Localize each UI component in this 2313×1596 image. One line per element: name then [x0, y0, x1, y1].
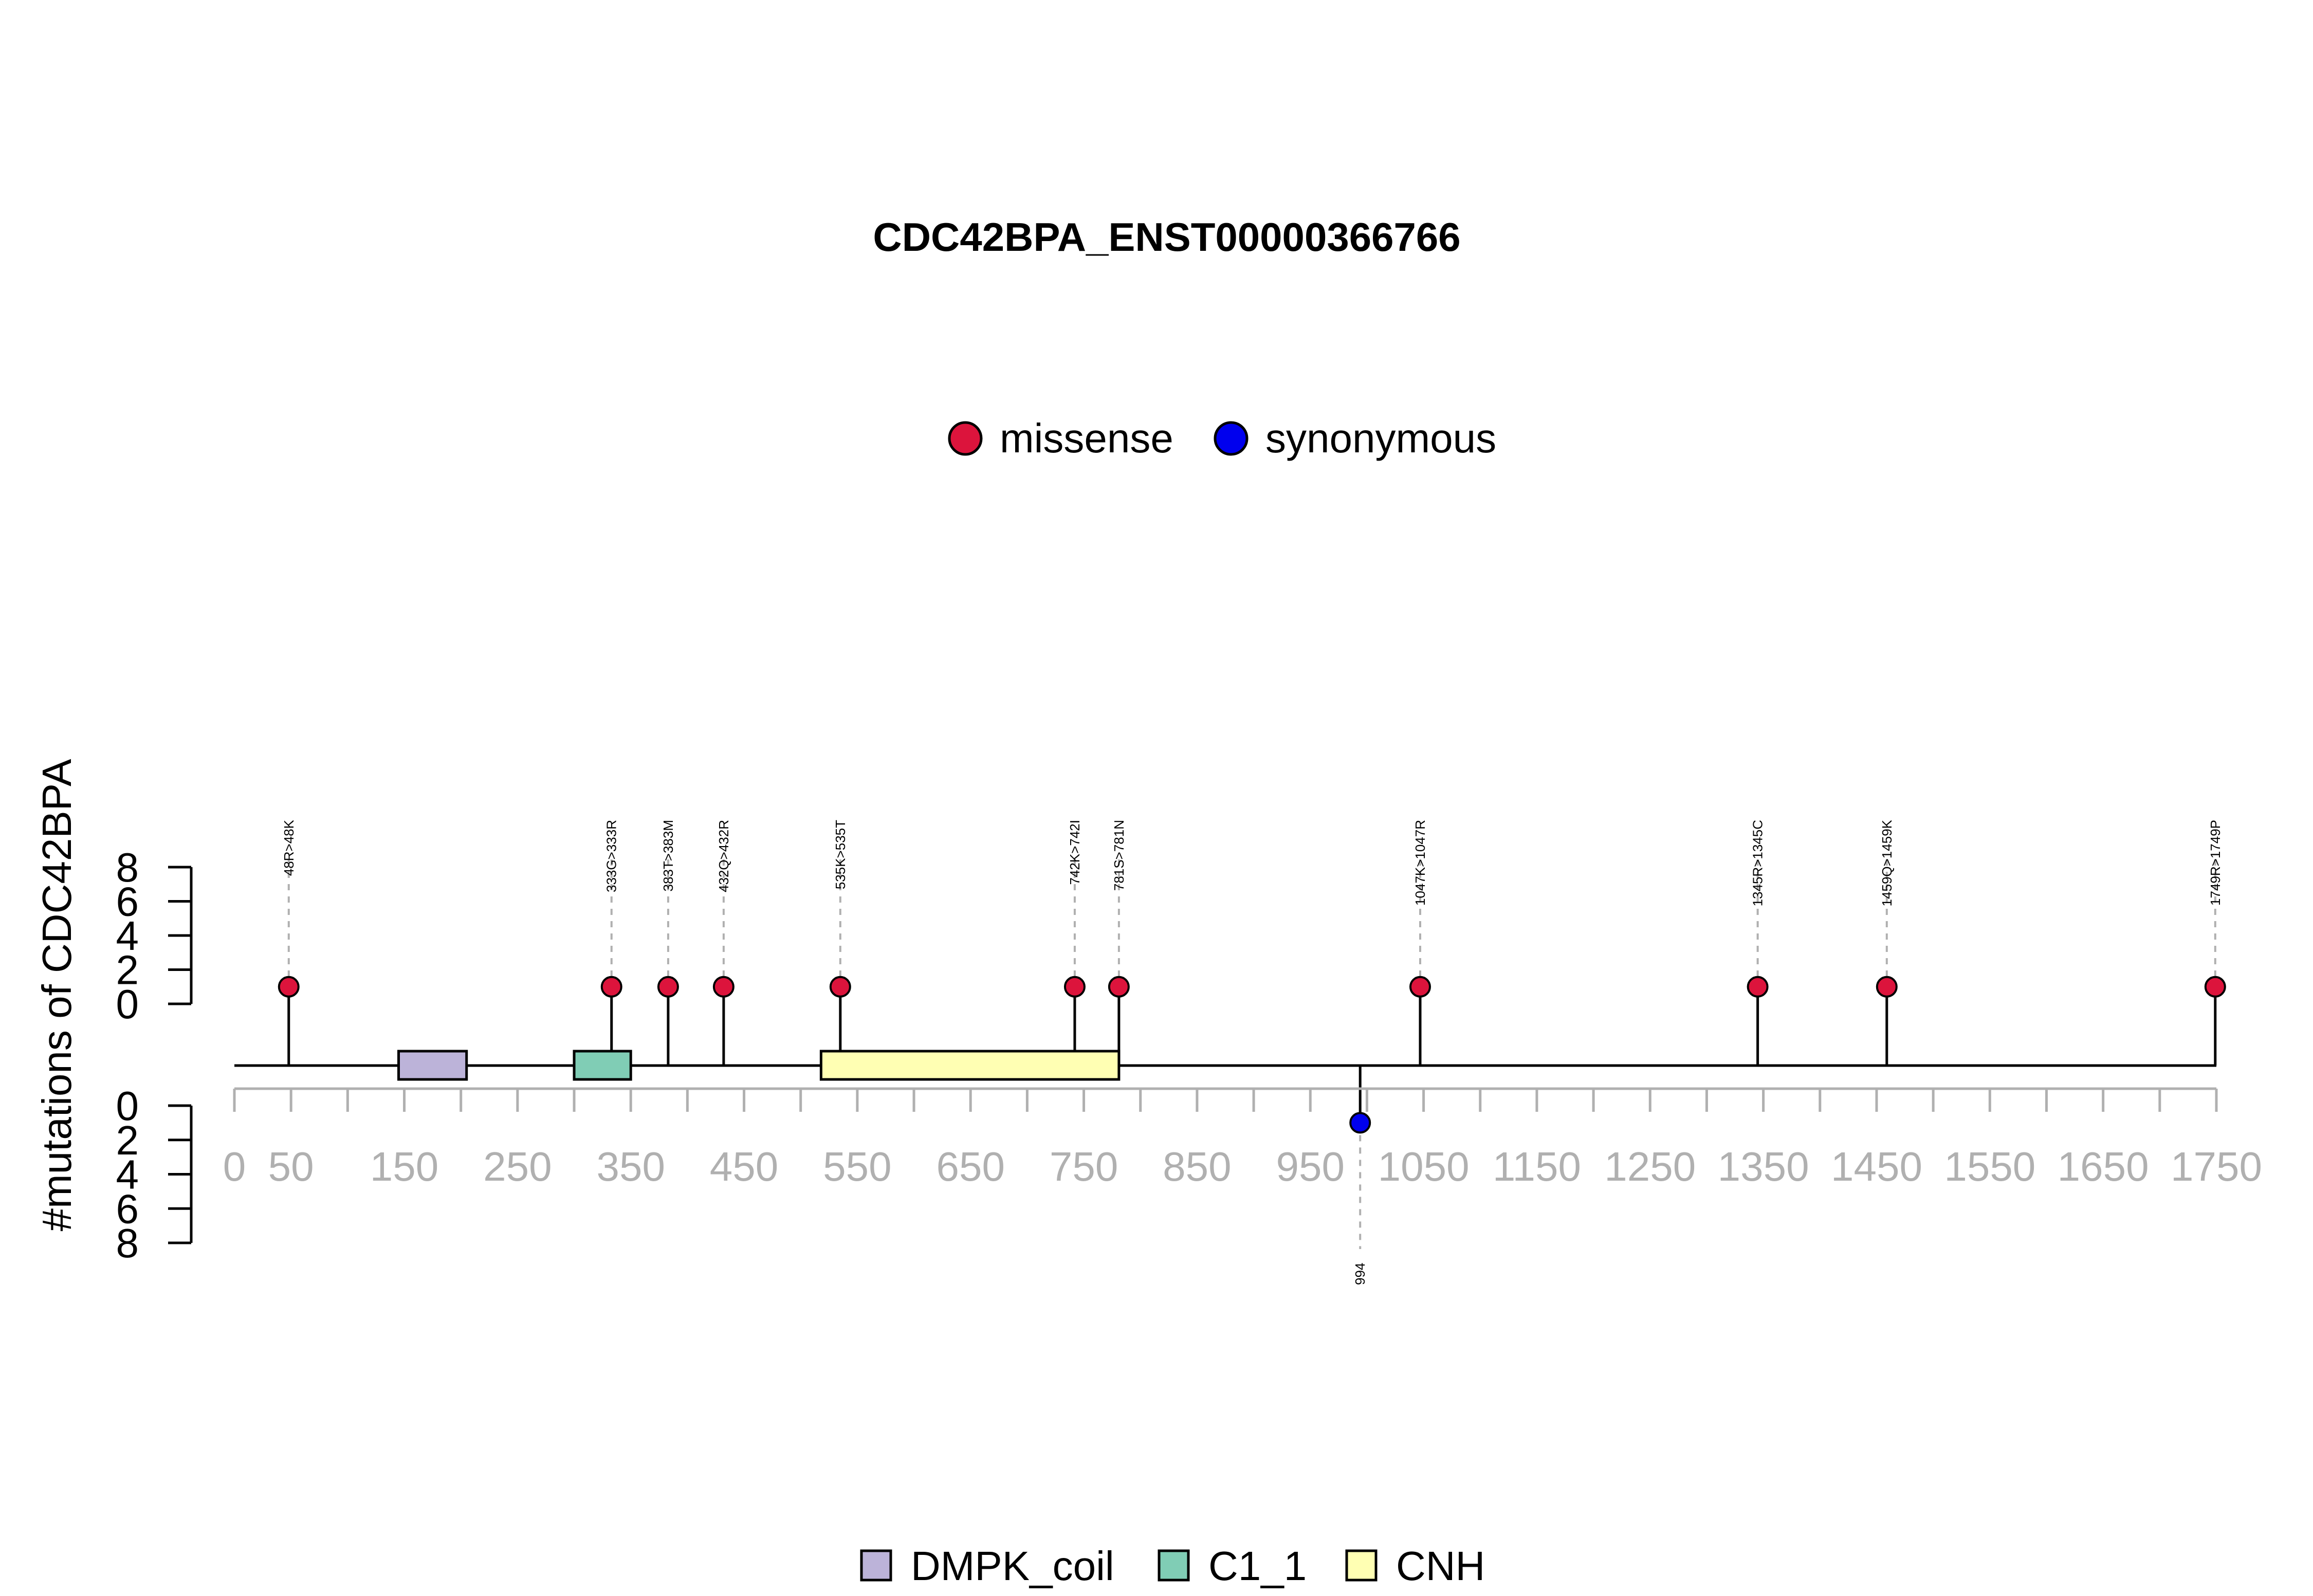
legend-label-dmpk-coil: DMPK_coil — [911, 1543, 1114, 1589]
mutation-legend: missense synonymous — [948, 415, 1496, 461]
mutation-label-742: 742K>742I — [1067, 820, 1082, 885]
x-tick-label-1650: 1650 — [2058, 1144, 2149, 1189]
mutation-point-383 — [657, 976, 679, 998]
legend-label-synonymous: synonymous — [1265, 415, 1496, 461]
x-tick-label-850: 850 — [1163, 1144, 1231, 1189]
legend-marker-missense — [948, 421, 983, 456]
x-tick-label-350: 350 — [596, 1144, 665, 1189]
legend-marker-synonymous — [1214, 421, 1249, 456]
mutation-label-1459: 1459Q>1459K — [1879, 819, 1895, 906]
y-tick-label-lower-6: 6 — [116, 1186, 139, 1232]
mutation-label-1749: 1749R>1749P — [2208, 820, 2223, 906]
mutation-label-535: 535K>535T — [833, 820, 848, 889]
mutation-point-48 — [278, 976, 300, 998]
x-tick-label-450: 450 — [710, 1144, 778, 1189]
legend-label-cnh: CNH — [1396, 1543, 1485, 1589]
y-tick-label-upper-8: 8 — [116, 845, 139, 890]
mutation-label-48: 48R>48K — [281, 819, 297, 876]
mutation-label-333: 333G>333R — [604, 820, 619, 892]
domain-cnh — [819, 1050, 1121, 1081]
y-tick-label-upper-4: 4 — [116, 913, 139, 959]
x-tick-label-750: 750 — [1050, 1144, 1118, 1189]
mutation-label-432: 432Q>432R — [716, 820, 731, 892]
domain-c1-1 — [573, 1050, 632, 1081]
mutation-point-1459 — [1876, 976, 1898, 998]
mutation-label-781: 781S>781N — [1111, 820, 1127, 891]
x-tick-label-150: 150 — [370, 1144, 438, 1189]
x-tick-label-1050: 1050 — [1378, 1144, 1470, 1189]
x-tick-label-1150: 1150 — [1493, 1144, 1581, 1189]
mutation-label-1345: 1345R>1345C — [1750, 820, 1766, 906]
legend-label-missense: missense — [1000, 415, 1173, 461]
legend-swatch-cnh — [1345, 1549, 1378, 1582]
x-tick-label-1350: 1350 — [1718, 1144, 1809, 1189]
x-tick-label-0: 0 — [223, 1144, 246, 1189]
y-tick-label-upper-6: 6 — [116, 879, 139, 925]
mutation-label-383: 383T>383M — [660, 820, 676, 891]
mutation-points — [278, 976, 2226, 1134]
mutation-point-1345 — [1747, 976, 1769, 998]
mutation-point-994 — [1349, 1112, 1371, 1134]
mutation-point-742 — [1063, 976, 1086, 998]
x-tick-label-250: 250 — [483, 1144, 552, 1189]
mutation-point-781 — [1108, 976, 1130, 998]
y-tick-label-lower-0: 0 — [116, 1083, 139, 1129]
y-tick-label-lower-2: 2 — [116, 1117, 139, 1163]
mutation-labels: 48R>48K 333G>333R 383T>383M 432Q>432R 535K>5… — [281, 819, 2223, 1285]
mutation-point-535 — [829, 976, 851, 998]
x-tick-label-50: 50 — [268, 1144, 314, 1189]
x-tick-label-550: 550 — [823, 1144, 891, 1189]
mutation-point-1047 — [1409, 976, 1431, 998]
y-axis-label: #mutations of CDC42BPA — [34, 759, 80, 1232]
y-tick-label-lower-8: 8 — [116, 1220, 139, 1266]
mutation-label-994: 994 — [1352, 1263, 1368, 1285]
chart-title: CDC42BPA_ENST00000366766 — [873, 214, 1460, 260]
y-tick-label-upper-0: 0 — [116, 981, 139, 1027]
legend-swatch-c1-1 — [1158, 1549, 1190, 1582]
domain-legend: DMPK_coil C1_1 CNH — [860, 1543, 1485, 1589]
mutation-point-432 — [712, 976, 735, 998]
x-tick-label-1550: 1550 — [1944, 1144, 2035, 1189]
legend-swatch-dmpk-coil — [860, 1549, 892, 1582]
domain-dmpk-coil — [397, 1050, 468, 1081]
mutation-guide-lines — [287, 859, 2216, 1249]
y-tick-label-upper-2: 2 — [116, 947, 139, 993]
mutation-label-1047: 1047K>1047R — [1412, 820, 1428, 906]
x-tick-label-1450: 1450 — [1831, 1144, 1922, 1189]
x-tick-label-1750: 1750 — [2171, 1144, 2262, 1189]
y-tick-label-lower-4: 4 — [116, 1152, 139, 1198]
x-axis: 0 50 150 250 350 450 550 650 750 850 950 1050 1150 12… — [223, 1087, 2262, 1189]
x-tick-label-1250: 1250 — [1604, 1144, 1696, 1189]
x-tick-label-650: 650 — [936, 1144, 1004, 1189]
mutation-point-1749 — [2204, 976, 2226, 998]
protein-domains — [397, 1050, 1121, 1081]
x-tick-label-950: 950 — [1276, 1144, 1345, 1189]
legend-label-c1-1: C1_1 — [1208, 1543, 1307, 1589]
mutation-point-333 — [600, 976, 622, 998]
